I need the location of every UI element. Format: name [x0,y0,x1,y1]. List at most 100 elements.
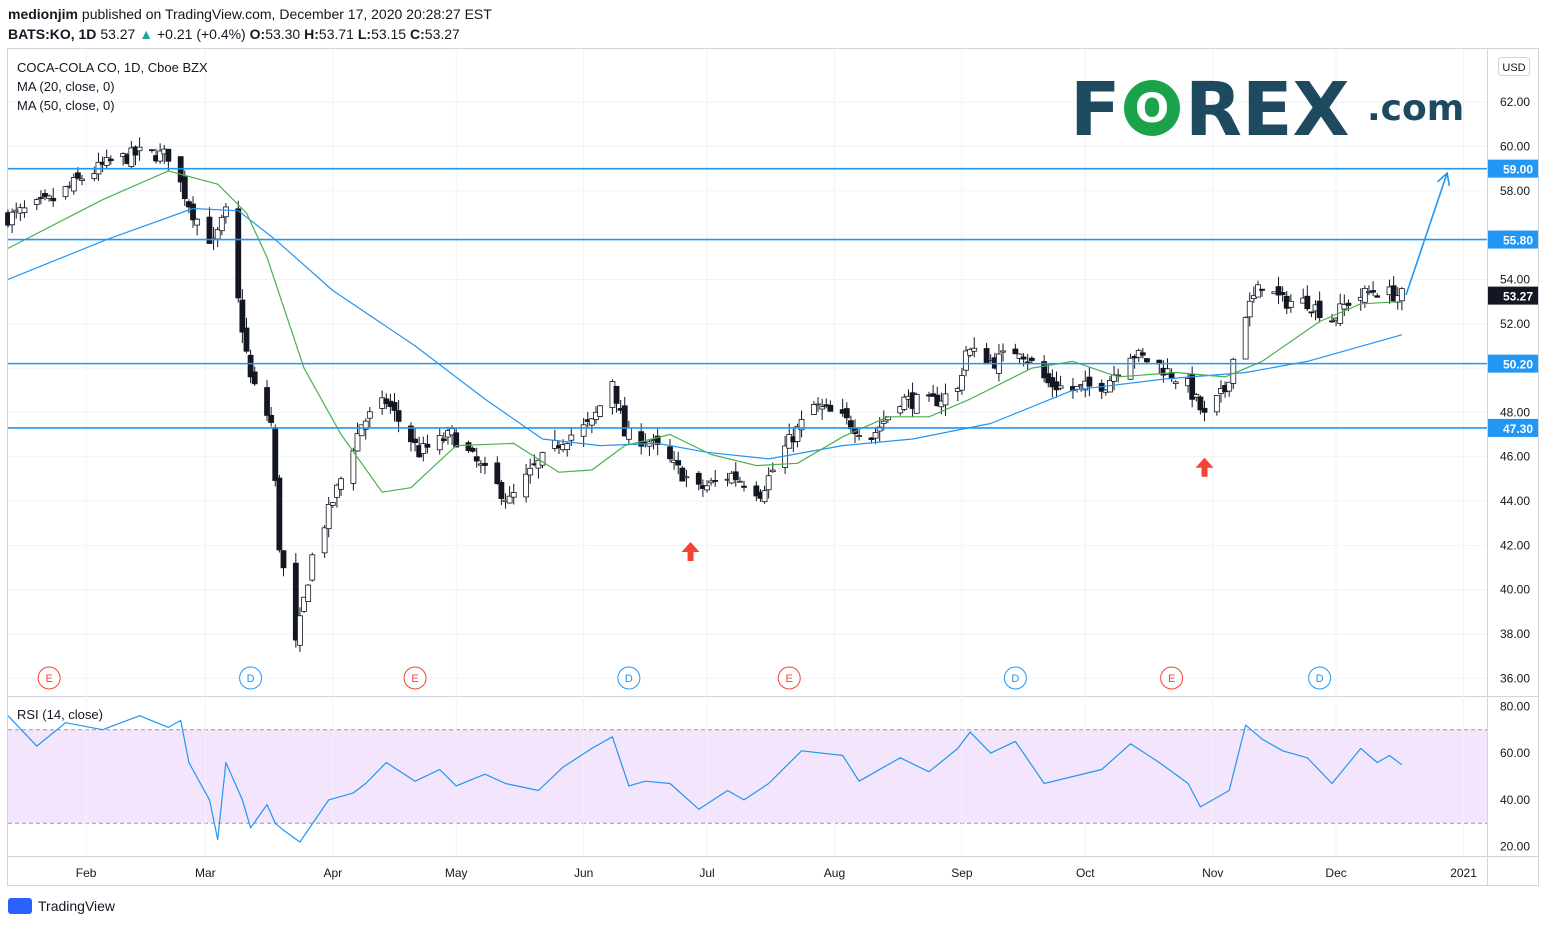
candle[interactable] [798,410,805,438]
candle[interactable] [741,480,747,492]
candle[interactable] [646,439,653,456]
candle[interactable] [736,476,743,483]
candle[interactable] [613,385,620,413]
candle[interactable] [181,170,188,207]
candle[interactable] [1012,343,1019,355]
candle[interactable] [942,383,949,416]
candle[interactable] [206,207,213,244]
candle[interactable] [1316,291,1323,323]
candle[interactable] [79,174,85,186]
candle[interactable] [309,552,316,582]
candle[interactable] [223,203,229,224]
candle[interactable] [329,501,336,508]
projection-arrow-line[interactable] [1405,172,1448,296]
candle[interactable] [667,438,673,463]
candle[interactable] [1255,280,1261,298]
candle[interactable] [683,469,690,488]
candle[interactable] [708,477,715,486]
candle[interactable] [765,467,772,499]
candle[interactable] [280,549,287,577]
candle[interactable] [1213,394,1220,416]
candle[interactable] [412,428,418,452]
candle[interactable] [819,398,826,420]
candle[interactable] [1053,371,1060,398]
candle[interactable] [239,289,246,344]
candle[interactable] [292,553,299,648]
candle[interactable] [712,469,719,487]
candle[interactable] [704,480,710,493]
candle[interactable] [597,405,603,418]
candle[interactable] [1275,276,1282,305]
candle[interactable] [872,426,879,445]
candle[interactable] [1361,285,1368,308]
candle[interactable] [843,402,850,425]
candle[interactable] [190,196,196,228]
candle[interactable] [247,349,254,384]
candle[interactable] [732,462,739,487]
candle[interactable] [436,427,443,455]
candle[interactable] [338,476,344,497]
candle[interactable] [967,347,974,358]
candle[interactable] [1098,379,1105,400]
candle[interactable] [235,200,242,303]
candle[interactable] [251,366,258,386]
candle[interactable] [469,446,476,453]
candle[interactable] [1164,358,1171,375]
candle[interactable] [621,396,628,437]
candle[interactable] [440,432,447,444]
candle[interactable] [1246,292,1253,327]
candle[interactable] [165,148,172,172]
candle[interactable] [276,474,283,553]
candle[interactable] [1028,356,1035,364]
candle[interactable] [1086,366,1093,397]
candle[interactable] [321,525,328,558]
candle[interactable] [21,200,28,218]
candle[interactable] [1341,294,1348,316]
candle[interactable] [679,465,686,482]
earnings-marker[interactable]: E [403,666,427,690]
dividend-marker[interactable]: D [239,666,263,690]
candle[interactable] [1189,366,1196,408]
candle[interactable] [1304,285,1311,311]
candle[interactable] [424,434,431,454]
candle[interactable] [588,418,595,434]
ma20-legend[interactable]: MA (20, close, 0) [17,79,115,94]
candle[interactable] [1193,392,1200,402]
rsi-legend[interactable]: RSI (14, close) [17,707,103,722]
candle[interactable] [827,400,834,412]
candle[interactable] [408,422,414,452]
candle[interactable] [1308,311,1315,318]
candle[interactable] [362,418,369,440]
candle[interactable] [539,451,546,469]
candle[interactable] [465,440,472,453]
candle[interactable] [523,463,529,503]
candle[interactable] [107,155,114,165]
candle[interactable] [564,442,571,457]
author-name[interactable]: medionjim [8,6,79,22]
candle[interactable] [848,415,854,434]
candle[interactable] [913,392,920,414]
candle[interactable] [1057,375,1064,391]
candle[interactable] [473,447,480,468]
candle[interactable] [37,190,44,205]
candle[interactable] [498,479,505,506]
dividend-marker[interactable]: D [1003,666,1027,690]
candle[interactable] [815,397,821,412]
candle[interactable] [305,584,312,602]
candle[interactable] [62,185,69,200]
candle[interactable] [1259,288,1265,297]
currency-badge[interactable] [1498,57,1530,76]
candle[interactable] [272,424,279,487]
candle[interactable] [395,400,402,433]
candle[interactable] [959,367,965,395]
candle[interactable] [1016,353,1023,365]
candle[interactable] [1279,286,1286,302]
candle[interactable] [358,424,365,437]
candle[interactable] [482,456,488,475]
candle[interactable] [70,173,77,195]
candle[interactable] [194,217,201,236]
earnings-marker[interactable]: E [1160,666,1184,690]
candle[interactable] [264,380,270,422]
candle[interactable] [901,394,908,412]
